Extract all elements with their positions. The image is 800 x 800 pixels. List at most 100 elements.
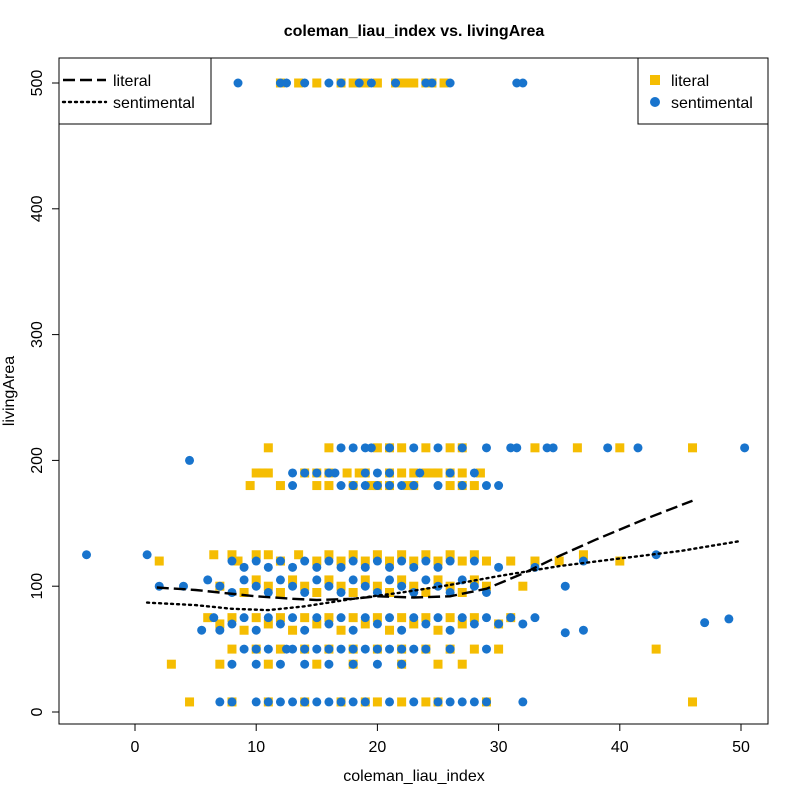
point-sentimental-161	[300, 659, 310, 669]
point-sentimental-100	[421, 575, 431, 585]
point-literal-41	[433, 468, 443, 478]
point-literal-111	[227, 613, 237, 623]
legend-sentimental-marker	[650, 97, 660, 107]
point-sentimental-20	[409, 443, 419, 453]
point-sentimental-62	[300, 556, 310, 566]
point-literal-108	[518, 581, 528, 591]
point-literal-110	[215, 619, 225, 629]
point-literal-79	[469, 550, 479, 560]
point-literal-144	[469, 644, 479, 654]
point-literal-39	[421, 468, 431, 478]
legend-literal-marker	[650, 75, 660, 85]
point-literal-74	[409, 556, 419, 566]
point-literal-45	[245, 481, 255, 491]
point-literal-72	[385, 556, 395, 566]
point-literal-81	[506, 556, 516, 566]
point-literal-9	[397, 78, 407, 88]
point-sentimental-75	[469, 556, 479, 566]
point-sentimental-60	[275, 556, 285, 566]
y-axis: 0 100 200 300 400 500	[29, 70, 60, 716]
point-sentimental-7	[366, 78, 376, 88]
point-sentimental-51	[457, 481, 467, 491]
point-sentimental-109	[215, 625, 225, 635]
point-sentimental-171	[288, 697, 298, 707]
point-sentimental-132	[494, 619, 504, 629]
point-sentimental-155	[421, 644, 431, 654]
point-sentimental-25	[512, 443, 522, 453]
point-literal-113	[251, 613, 261, 623]
point-sentimental-141	[251, 644, 261, 654]
point-literal-145	[494, 644, 504, 654]
point-sentimental-137	[578, 625, 588, 635]
point-literal-16	[324, 443, 334, 453]
point-sentimental-160	[275, 659, 285, 669]
point-sentimental-0	[233, 78, 243, 88]
point-literal-131	[469, 613, 479, 623]
chart-title: coleman_liau_index vs. livingArea	[284, 23, 545, 40]
point-sentimental-164	[372, 659, 382, 669]
x-tick-label-50: 50	[732, 739, 750, 756]
point-literal-154	[457, 659, 467, 669]
point-literal-34	[354, 468, 364, 478]
point-literal-17	[372, 443, 382, 453]
point-sentimental-29	[633, 443, 643, 453]
point-sentimental-85	[239, 575, 249, 585]
point-sentimental-32	[300, 468, 310, 478]
point-literal-82	[530, 556, 540, 566]
point-literal-28	[257, 468, 267, 478]
point-literal-69	[348, 550, 358, 560]
point-literal-62	[251, 550, 261, 560]
point-literal-1	[294, 78, 304, 88]
point-literal-37	[397, 468, 407, 478]
point-sentimental-106	[560, 581, 570, 591]
point-sentimental-119	[336, 613, 346, 623]
smoothed-lines	[145, 499, 743, 612]
point-sentimental-14	[185, 455, 195, 465]
point-sentimental-110	[227, 619, 237, 629]
point-literal-4	[348, 78, 358, 88]
point-literal-99	[385, 587, 395, 597]
point-literal-26	[688, 443, 698, 453]
point-literal-130	[457, 619, 467, 629]
point-sentimental-176	[348, 697, 358, 707]
point-literal-122	[360, 619, 370, 629]
point-literal-61	[233, 556, 243, 566]
point-sentimental-154	[409, 644, 419, 654]
point-sentimental-142	[263, 644, 273, 654]
point-sentimental-27	[548, 443, 558, 453]
point-sentimental-89	[288, 581, 298, 591]
point-literal-40	[427, 468, 437, 478]
point-literal-136	[275, 644, 285, 654]
point-literal-19	[397, 443, 407, 453]
point-literal-78	[457, 556, 467, 566]
point-literal-29	[263, 468, 273, 478]
point-sentimental-58	[251, 556, 261, 566]
point-sentimental-8	[391, 78, 401, 88]
point-sentimental-68	[372, 556, 382, 566]
point-literal-57	[469, 481, 479, 491]
point-literal-67	[324, 550, 334, 560]
point-sentimental-28	[603, 443, 613, 453]
point-sentimental-168	[251, 697, 261, 707]
point-sentimental-170	[275, 697, 285, 707]
x-tick-label-0: 0	[131, 739, 140, 756]
x-tick-label-30: 30	[490, 739, 508, 756]
point-literal-95	[336, 581, 346, 591]
point-sentimental-4	[324, 78, 334, 88]
point-sentimental-115	[288, 613, 298, 623]
point-sentimental-150	[360, 644, 370, 654]
point-sentimental-144	[288, 644, 298, 654]
point-literal-93	[312, 587, 322, 597]
point-sentimental-56	[227, 556, 237, 566]
point-sentimental-88	[275, 575, 285, 585]
point-sentimental-95	[360, 581, 370, 591]
point-sentimental-54	[82, 550, 92, 560]
point-sentimental-104	[469, 581, 479, 591]
point-literal-118	[312, 619, 322, 629]
point-literal-65	[294, 550, 304, 560]
point-sentimental-183	[469, 697, 479, 707]
point-sentimental-136	[560, 628, 570, 638]
point-literal-109	[203, 613, 213, 623]
point-literal-129	[445, 613, 455, 623]
point-sentimental-46	[372, 481, 382, 491]
